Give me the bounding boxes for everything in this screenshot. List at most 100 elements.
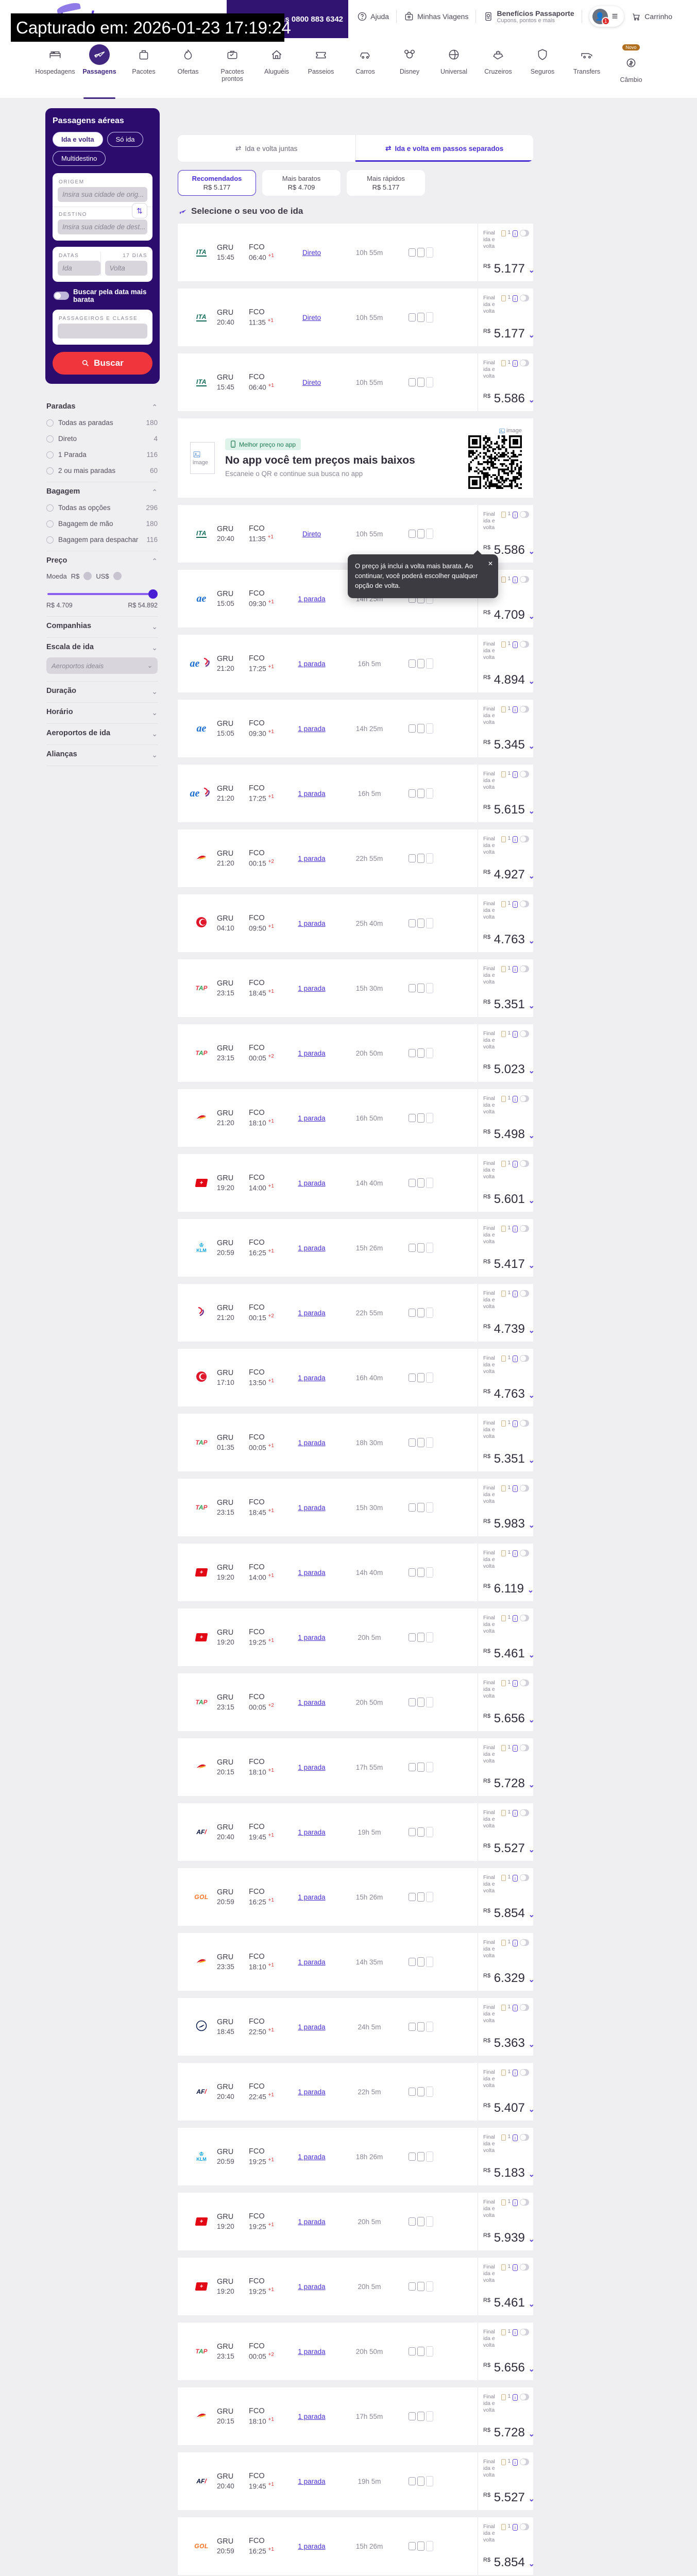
stops-link[interactable]: 1 parada [298, 1179, 326, 1187]
nav-item-câmbio[interactable]: Novo Câmbio [609, 41, 653, 98]
chevron-down-icon[interactable]: ⌄ [151, 687, 158, 696]
price-toggle[interactable] [519, 2329, 529, 2335]
flight-card[interactable]: TAP GRU 01:35 FCO 00:05 +1 1 parada 18h … [178, 1414, 535, 1471]
flight-card[interactable]: ae GRU 15:05 FCO 09:30 +1 1 parada 14h 2… [178, 700, 535, 757]
price-toggle[interactable] [519, 2459, 529, 2465]
stops-link[interactable]: 1 parada [298, 1568, 326, 1577]
info-icon[interactable]: i [513, 512, 518, 518]
price-toggle[interactable] [519, 1030, 529, 1037]
stops-link[interactable]: 1 parada [298, 1828, 326, 1836]
info-icon[interactable]: i [513, 2134, 518, 2141]
price-toggle[interactable] [519, 1744, 529, 1751]
passport-benefits-link[interactable]: Benefícios Passaporte Cupons, pontos e ma… [483, 9, 574, 24]
nav-item-aluguéis[interactable]: Aluguéis [254, 41, 299, 98]
info-icon[interactable]: i [513, 1226, 518, 1232]
usd-radio[interactable] [113, 572, 122, 580]
trip-type-ida-e-volta[interactable]: Ida e volta [53, 132, 103, 147]
info-icon[interactable]: i [513, 706, 518, 713]
return-date-input[interactable]: Volta [105, 261, 147, 276]
flight-price[interactable]: R$ 5.527 ⌄ [483, 2490, 535, 2504]
chevron-up-icon[interactable]: ⌃ [151, 403, 158, 411]
price-toggle[interactable] [519, 2004, 529, 2011]
info-icon[interactable]: i [513, 1940, 518, 1946]
chevron-down-icon[interactable]: ⌄ [528, 331, 535, 340]
flight-price[interactable]: R$ 5.586 ⌄ [483, 543, 535, 557]
info-icon[interactable]: i [513, 966, 518, 973]
price-toggle[interactable] [519, 965, 529, 972]
price-toggle[interactable] [519, 1939, 529, 1946]
flight-card[interactable]: GRU 23:35 FCO 18:10 +1 1 parada 14h 35m … [178, 1933, 535, 1991]
stops-link[interactable]: 1 parada [298, 1244, 326, 1252]
stops-link[interactable]: 1 parada [298, 724, 326, 733]
flight-card[interactable]: TAP GRU 23:15 FCO 18:45 +1 1 parada 15h … [178, 959, 535, 1017]
stops-link[interactable]: 1 parada [298, 919, 326, 927]
flight-price[interactable]: R$ 4.709 ⌄ [483, 608, 535, 622]
price-toggle[interactable] [519, 1680, 529, 1686]
flight-price[interactable]: R$ 4.739 ⌄ [483, 1322, 535, 1336]
chevron-down-icon[interactable]: ⌄ [528, 807, 535, 816]
info-icon[interactable]: i [513, 577, 518, 583]
chevron-down-icon[interactable]: ⌄ [528, 2560, 535, 2568]
info-icon[interactable]: i [513, 1096, 518, 1103]
nav-item-universal[interactable]: Universal [432, 41, 476, 98]
price-toggle[interactable] [519, 360, 529, 366]
price-toggle[interactable] [519, 1355, 529, 1362]
filter-option[interactable]: Todas as opções 296 [46, 504, 158, 512]
flight-card[interactable]: GRU 21:20 FCO 00:15 +2 1 parada 22h 55m … [178, 829, 535, 887]
cart-button[interactable]: Carrinho [631, 11, 672, 22]
chevron-down-icon[interactable]: ⌄ [528, 1391, 535, 1400]
flight-price[interactable]: R$ 6.329 ⌄ [483, 1971, 535, 1985]
flight-card[interactable]: GRU 21:20 FCO 00:15 +2 1 parada 22h 55m … [178, 1284, 535, 1342]
chevron-down-icon[interactable]: ⌄ [528, 677, 535, 686]
flight-price[interactable]: R$ 5.351 ⌄ [483, 1452, 535, 1466]
info-icon[interactable]: i [513, 295, 518, 302]
nav-item-carros[interactable]: Carros [343, 41, 387, 98]
info-icon[interactable]: i [513, 2264, 518, 2271]
stops-link[interactable]: 1 parada [298, 1893, 326, 1901]
flight-card[interactable]: ♔ KLM GRU 20:59 FCO 16:25 +1 1 parada 15h… [178, 1219, 535, 1277]
chevron-down-icon[interactable]: ⌄ [528, 1651, 535, 1659]
flight-price[interactable]: R$ 5.586 ⌄ [483, 392, 535, 405]
flight-price[interactable]: R$ 5.983 ⌄ [483, 1517, 535, 1531]
flight-card[interactable]: GOL GRU 20:59 FCO 16:25 +1 1 parada 15h … [178, 2517, 535, 2575]
price-toggle[interactable] [519, 2523, 529, 2530]
flight-price[interactable]: R$ 4.763 ⌄ [483, 1387, 535, 1401]
chevron-down-icon[interactable]: ⌄ [528, 1196, 535, 1205]
chevron-down-icon[interactable]: ⌄ [528, 1845, 535, 1854]
info-icon[interactable]: i [513, 2329, 518, 2336]
stops-link[interactable]: 1 parada [298, 2347, 326, 2355]
chevron-down-icon[interactable]: ⌄ [528, 1456, 535, 1465]
chevron-up-icon[interactable]: ⌃ [151, 557, 158, 565]
chevron-down-icon[interactable]: ⌄ [528, 396, 535, 404]
stops-link[interactable]: 1 parada [298, 2477, 326, 2485]
stops-link[interactable]: Direto [302, 378, 321, 386]
chevron-down-icon[interactable]: ⌄ [151, 751, 158, 759]
sort-mais baratos[interactable]: Mais baratos R$ 4.709 [262, 170, 341, 196]
price-toggle[interactable] [519, 1615, 529, 1621]
stops-link[interactable]: 1 parada [298, 595, 326, 603]
flight-card[interactable]: TAP GRU 23:15 FCO 00:05 +2 1 parada 20h … [178, 2323, 535, 2380]
flight-price[interactable]: R$ 5.417 ⌄ [483, 1257, 535, 1271]
flight-card[interactable]: GRU 20:15 FCO 18:10 +1 1 parada 17h 55m … [178, 1738, 535, 1796]
flight-price[interactable]: R$ 5.498 ⌄ [483, 1127, 535, 1141]
flight-card[interactable]: ITA GRU 15:45 FCO 06:40 +1 Direto 10h 55… [178, 353, 535, 411]
chevron-down-icon[interactable]: ⌄ [528, 1716, 535, 1724]
flight-card[interactable]: TAP GRU 23:15 FCO 00:05 +2 1 parada 20h … [178, 1673, 535, 1731]
filter-option[interactable]: Direto 4 [46, 435, 158, 443]
info-icon[interactable]: i [513, 360, 518, 367]
flight-price[interactable]: R$ 5.177 ⌄ [483, 262, 535, 276]
info-icon[interactable]: i [513, 1355, 518, 1362]
depart-date-input[interactable]: Ida [58, 261, 100, 276]
stops-link[interactable]: 1 parada [298, 1438, 326, 1447]
stops-link[interactable]: 1 parada [298, 2542, 326, 2550]
chevron-down-icon[interactable]: ⌄ [528, 2300, 535, 2309]
stops-link[interactable]: 1 parada [298, 1503, 326, 1512]
sort-mais rápidos[interactable]: Mais rápidos R$ 5.177 [347, 170, 425, 196]
stops-link[interactable]: 1 parada [298, 1374, 326, 1382]
info-icon[interactable]: i [513, 641, 518, 648]
info-icon[interactable]: i [513, 1161, 518, 1167]
flight-price[interactable]: R$ 5.351 ⌄ [483, 997, 535, 1011]
trip-type-só-ida[interactable]: Só ida [107, 132, 144, 147]
close-icon[interactable]: ✕ [487, 560, 493, 567]
stops-link[interactable]: 1 parada [298, 2282, 326, 2291]
